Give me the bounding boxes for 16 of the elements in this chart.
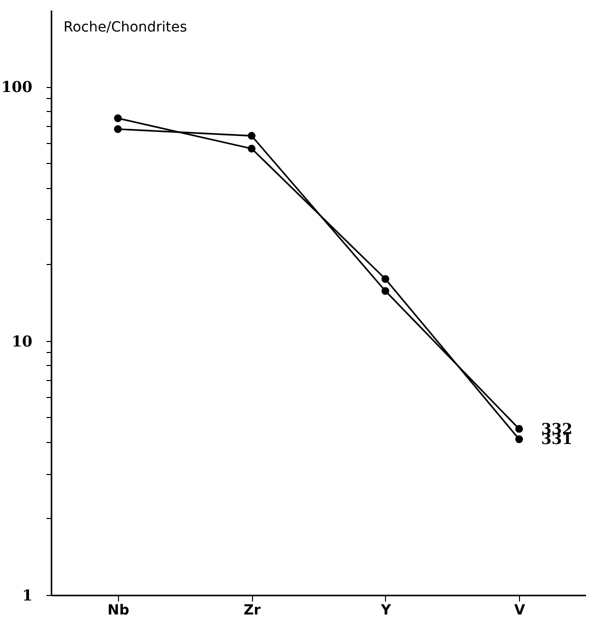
point xyxy=(248,132,256,140)
x-tick-label: Nb xyxy=(108,602,130,618)
y-tick-label: 100 xyxy=(1,78,32,96)
y-tick-label: 10 xyxy=(12,332,32,350)
y-axis-title: Roche/Chondrites xyxy=(64,20,188,36)
y-tick-label: 1 xyxy=(22,586,32,604)
point xyxy=(382,275,390,283)
point xyxy=(515,435,523,444)
x-tick-label: V xyxy=(514,602,526,618)
point xyxy=(114,114,122,122)
point xyxy=(114,125,122,133)
point xyxy=(248,144,256,152)
point xyxy=(515,425,523,433)
x-tick-label: Y xyxy=(380,602,392,618)
x-tick-label: Zr xyxy=(244,602,261,618)
point xyxy=(382,287,390,295)
